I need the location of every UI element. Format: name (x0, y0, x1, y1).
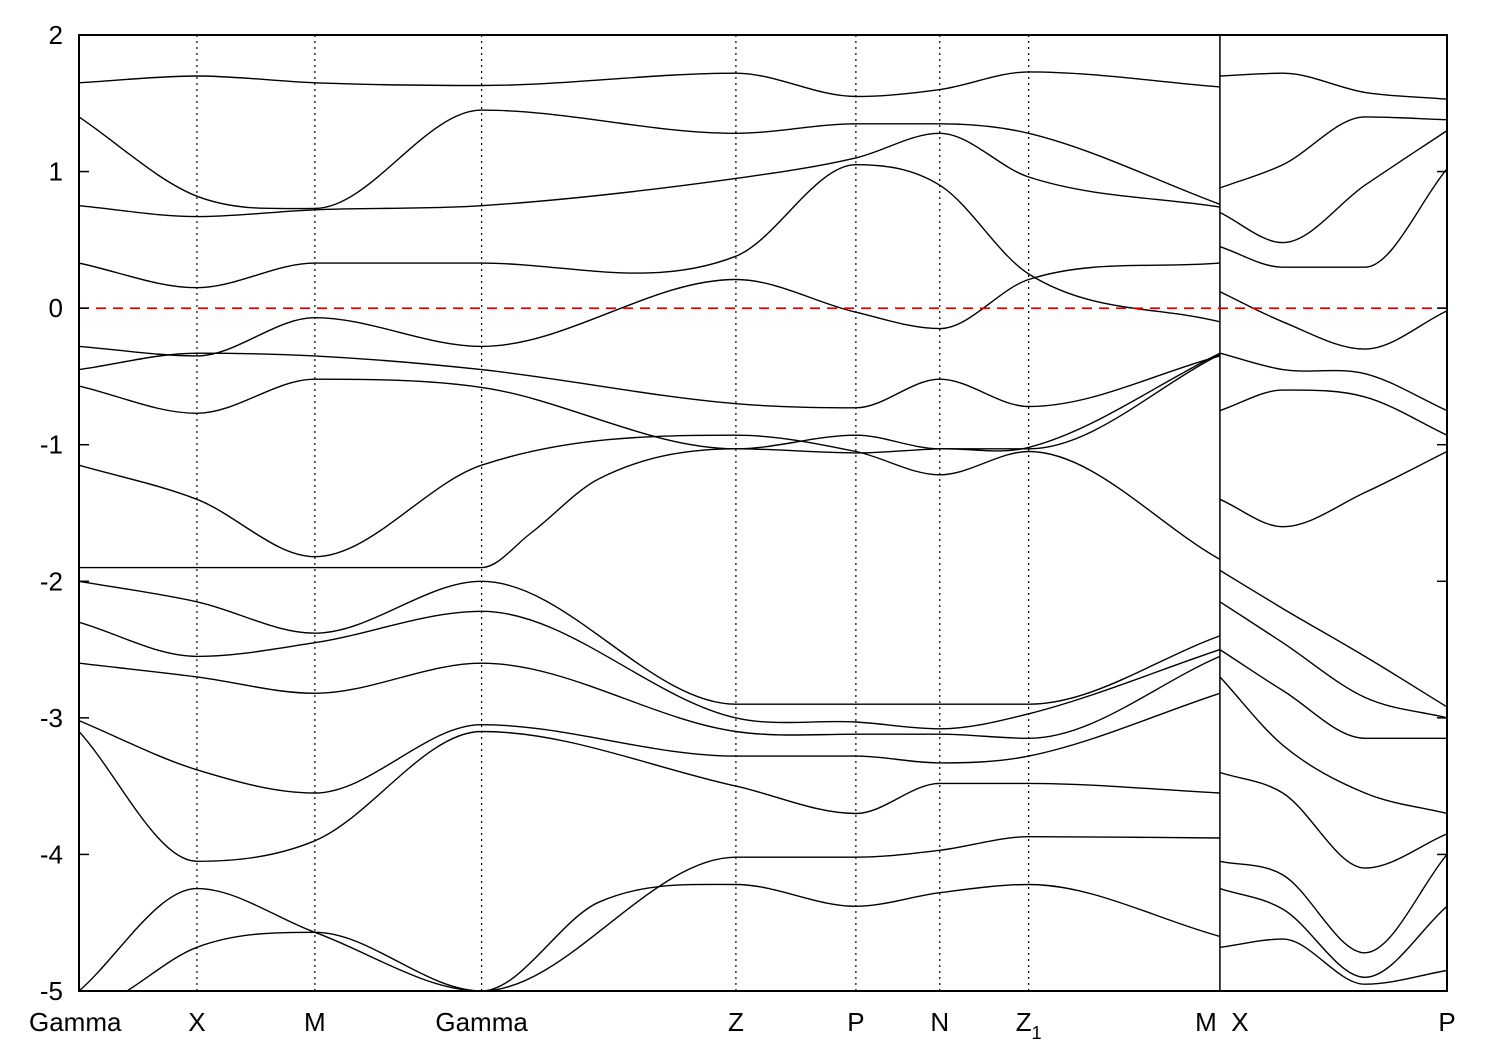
y-tick-label: -2 (40, 566, 63, 596)
y-tick-label: -4 (40, 839, 63, 869)
band-line (79, 692, 1221, 794)
band-line (1219, 676, 1447, 815)
kpoint-lines (196, 35, 1221, 991)
band-line (79, 132, 1221, 218)
band-line (79, 71, 1220, 98)
y-tick-label: 0 (49, 293, 63, 323)
y-tick-label: -3 (40, 703, 63, 733)
band-line (79, 580, 1221, 705)
y-tick-label: -5 (40, 976, 63, 1006)
band-line (126, 835, 1220, 991)
band-line (1219, 389, 1447, 436)
y-tick-label: 1 (49, 157, 63, 187)
band-line (79, 883, 1221, 991)
x-tick-label: Gamma (435, 1007, 528, 1037)
band-line (1219, 601, 1447, 719)
band-line (79, 262, 1220, 357)
y-tick-label: -1 (40, 430, 63, 460)
x-tick-label: P (1438, 1007, 1455, 1037)
x-tick-label: M (304, 1007, 326, 1037)
band-line (1219, 887, 1447, 979)
band-line (79, 610, 1221, 730)
band-line (79, 730, 1220, 863)
band-line (79, 353, 1221, 450)
x-tick-label: P (847, 1007, 864, 1037)
x-tick-label: Z1 (1016, 1007, 1042, 1043)
band-line (1219, 771, 1447, 869)
band-line (79, 352, 1221, 569)
x-tick-label: N (930, 1007, 949, 1037)
band-line (1219, 352, 1447, 412)
y-axis: 2 1 0 -1 -2 -3 -4 -5 (40, 20, 1447, 1006)
band-line (1219, 938, 1447, 985)
x-tick-label: M (1195, 1007, 1217, 1037)
band-line (1219, 130, 1447, 244)
x-tick-label: X (1231, 1007, 1248, 1037)
band-line (1219, 291, 1447, 350)
plot-frame (78, 34, 1448, 992)
band-line (79, 163, 1221, 323)
band-line (1219, 569, 1447, 708)
band-line (1219, 853, 1447, 954)
x-tick-label-subscript: 1 (1032, 1023, 1042, 1043)
x-tick-label: Z (728, 1007, 744, 1037)
band-line (79, 655, 1221, 740)
band-line (79, 352, 1221, 409)
band-line (79, 109, 1221, 210)
band-line (1219, 450, 1447, 528)
x-tick-label: Gamma (29, 1007, 122, 1037)
band-lines (79, 71, 1447, 991)
x-axis: Gamma X M Gamma Z P N Z1 M X P (29, 1007, 1456, 1043)
band-line (79, 434, 1221, 561)
x-tick-label: X (188, 1007, 205, 1037)
band-line (1219, 649, 1447, 740)
band-line (1219, 72, 1447, 100)
band-line (1219, 116, 1447, 189)
y-tick-label: 2 (49, 20, 63, 50)
band-line (1219, 168, 1447, 268)
